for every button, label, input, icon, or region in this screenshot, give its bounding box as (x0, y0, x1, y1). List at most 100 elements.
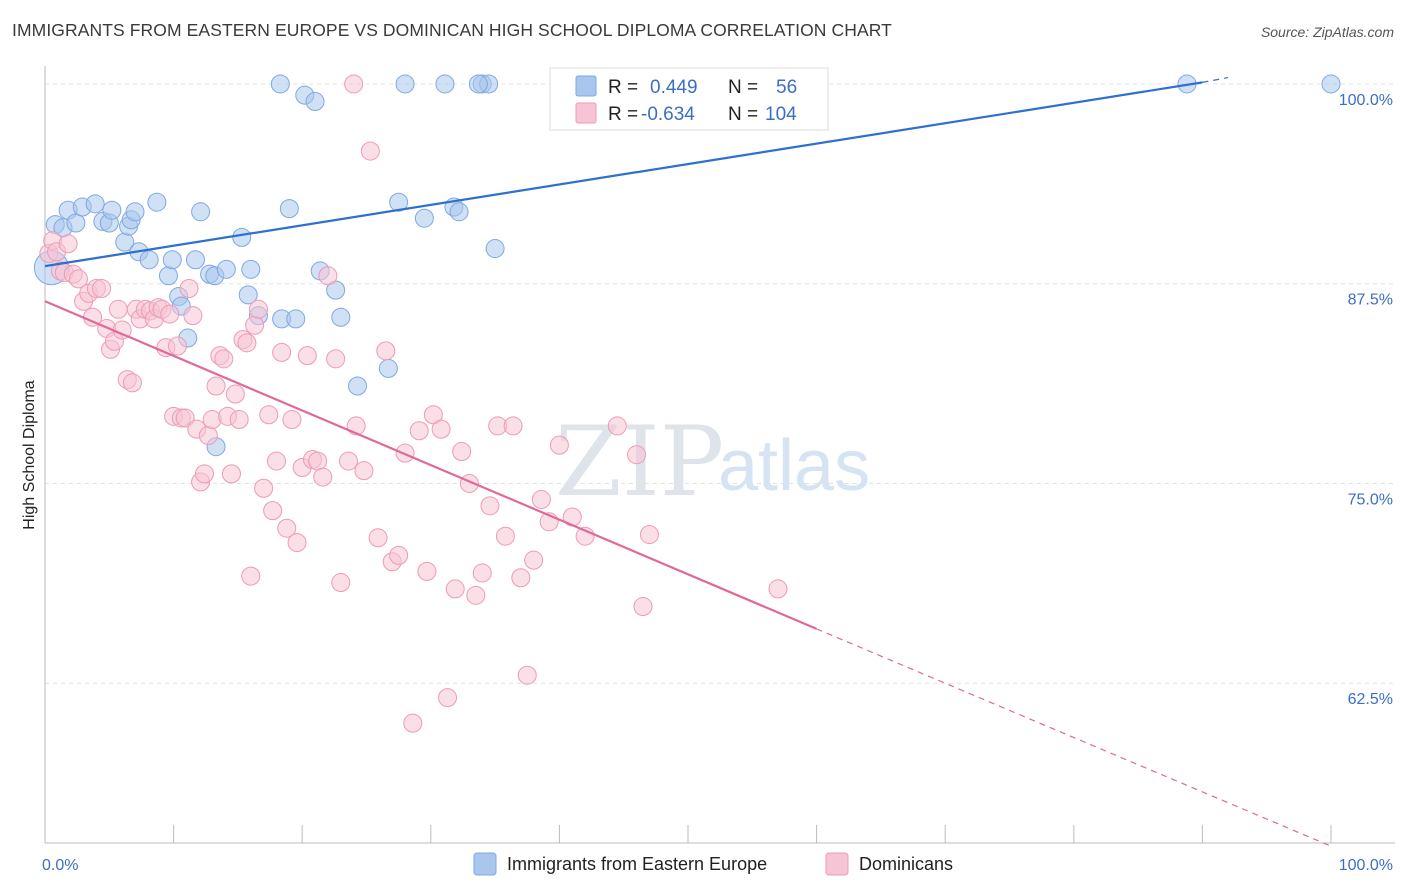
point-pink-81 (431, 419, 451, 439)
point-pink-83 (445, 579, 465, 599)
legend-swatch-blue (575, 75, 597, 97)
point-pink-93 (517, 665, 537, 685)
point-pink-105 (344, 74, 364, 94)
point-pink-104 (768, 579, 788, 599)
legend-r-label-0: R = (608, 77, 638, 98)
point-blue-16 (147, 192, 167, 212)
point-blue-6 (85, 194, 105, 214)
point-blue-47 (449, 202, 469, 222)
legend-swatch-pink (575, 102, 597, 124)
point-pink-42 (214, 349, 234, 369)
legend-n-value-0: 56 (776, 77, 797, 98)
point-blue-36 (305, 92, 325, 112)
point-pink-92 (511, 568, 531, 588)
y-tick-label-1: 87.5% (1348, 292, 1393, 309)
point-pink-65 (318, 266, 338, 286)
chart-title: IMMIGRANTS FROM EASTERN EUROPE VS DOMINI… (12, 20, 892, 40)
point-blue-17 (158, 266, 178, 286)
point-pink-82 (438, 688, 458, 708)
point-blue-33 (279, 199, 299, 219)
point-pink-64 (313, 467, 333, 487)
point-blue-43 (395, 74, 415, 94)
point-pink-66 (326, 349, 346, 369)
point-pink-5 (58, 234, 78, 254)
point-pink-97 (549, 435, 569, 455)
point-blue-50 (485, 239, 505, 259)
point-pink-40 (206, 376, 226, 396)
point-blue-44 (414, 208, 434, 228)
point-pink-58 (282, 410, 302, 430)
point-pink-90 (495, 526, 515, 546)
point-pink-68 (338, 451, 358, 471)
point-pink-57 (277, 518, 297, 538)
legend-r-label-1: R = (608, 104, 638, 125)
x-tick-labels: 0.0% 100.0% (42, 857, 1393, 874)
watermark: ZIP atlas (555, 406, 870, 518)
point-pink-67 (331, 573, 351, 593)
point-blue-28 (232, 227, 252, 247)
point-blue-45 (435, 74, 455, 94)
grid-lines (45, 83, 1395, 684)
series-legend: Immigrants from Eastern Europe Dominican… (473, 852, 953, 876)
series-legend-swatch-blue (473, 852, 497, 876)
point-pink-32 (175, 408, 195, 428)
point-pink-101 (627, 445, 647, 465)
point-pink-63 (308, 451, 328, 471)
point-pink-52 (254, 478, 274, 498)
point-pink-94 (524, 550, 544, 570)
point-pink-12 (92, 279, 112, 299)
trend-extension-pink (816, 628, 1332, 847)
point-pink-54 (263, 501, 283, 521)
point-pink-73 (376, 341, 396, 361)
trend-lines (44, 76, 1332, 847)
point-pink-61 (297, 346, 317, 366)
point-blue-27 (216, 259, 236, 279)
y-tick-labels: 100.0% 87.5% 75.0% 62.5% (1339, 92, 1393, 708)
y-axis-title: High School Diploma (21, 380, 38, 530)
series-pink (39, 74, 788, 733)
data-points (33, 74, 1341, 733)
series-legend-label-1: Dominicans (859, 854, 953, 874)
point-pink-100 (607, 416, 627, 436)
y-tick-label-0: 100.0% (1339, 92, 1393, 109)
point-pink-79 (417, 561, 437, 581)
point-pink-19 (122, 373, 142, 393)
point-pink-56 (272, 342, 292, 362)
point-pink-75 (389, 545, 409, 565)
point-blue-41 (378, 358, 398, 378)
point-blue-15 (139, 250, 159, 270)
legend-r-value-1: -0.634 (641, 104, 695, 125)
point-blue-53 (1321, 74, 1341, 94)
point-pink-37 (194, 464, 214, 484)
point-pink-34 (183, 306, 203, 326)
y-tick-label-3: 62.5% (1348, 691, 1393, 708)
watermark-atlas: atlas (718, 426, 870, 506)
point-pink-50 (245, 315, 265, 335)
trend-extension-blue (1202, 76, 1229, 83)
point-pink-70 (354, 461, 374, 481)
point-pink-95 (531, 489, 551, 509)
series-legend-swatch-pink (825, 852, 849, 876)
point-blue-34 (286, 309, 306, 329)
point-blue-40 (347, 376, 367, 396)
point-pink-87 (472, 563, 492, 583)
point-blue-55 (468, 74, 488, 94)
axes (44, 66, 1395, 844)
point-pink-53 (259, 405, 279, 425)
point-pink-72 (368, 528, 388, 548)
point-blue-18 (162, 250, 182, 270)
trend-line-pink (44, 300, 818, 630)
point-pink-84 (452, 442, 472, 461)
point-blue-23 (191, 202, 211, 222)
point-pink-59 (287, 533, 307, 553)
point-pink-71 (360, 141, 380, 161)
x-tick-label-0: 0.0% (42, 857, 78, 874)
point-pink-91 (503, 416, 523, 436)
y-tick-label-2: 75.0% (1348, 491, 1393, 508)
point-pink-102 (633, 597, 653, 617)
point-pink-33 (179, 279, 199, 299)
x-tick-label-1: 100.0% (1339, 857, 1393, 874)
point-pink-30 (167, 336, 187, 356)
point-pink-78 (409, 421, 429, 441)
